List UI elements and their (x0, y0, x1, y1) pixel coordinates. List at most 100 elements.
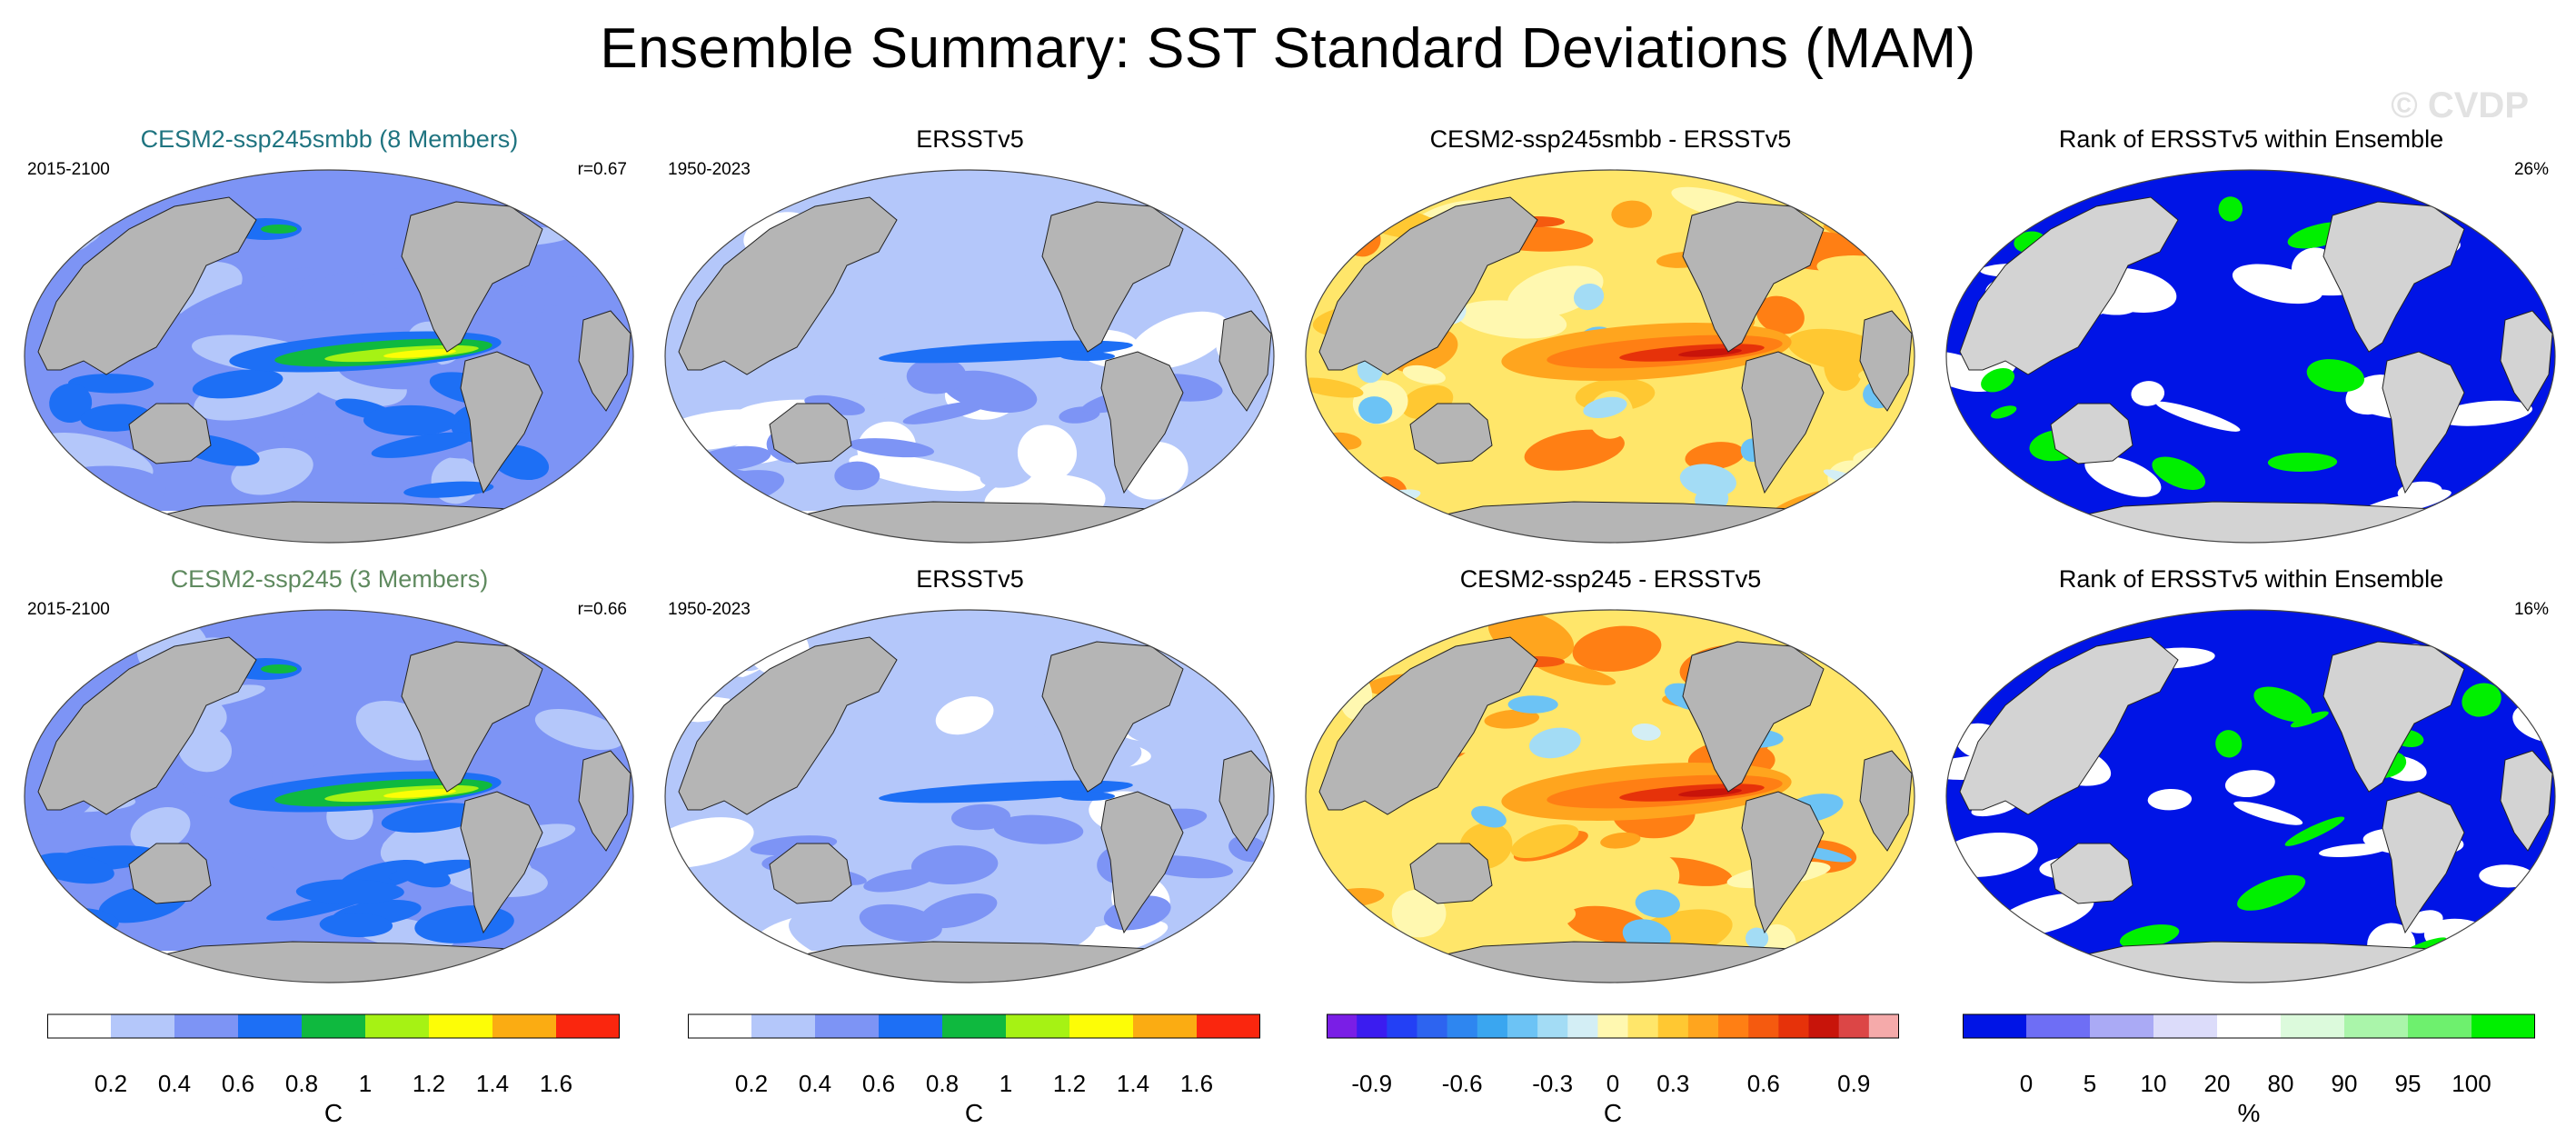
africa-landmass (1218, 750, 1272, 852)
colorbar-tick-label: 0.2 (734, 1070, 769, 1097)
panel-correlation: r=0.67 (577, 160, 627, 179)
sst-patch (363, 404, 459, 436)
australia-landmass (1409, 843, 1493, 904)
sst-patch (68, 374, 154, 394)
sst-patch (396, 863, 451, 888)
sst-patch (499, 793, 628, 854)
colorbar-swatch (1357, 1014, 1387, 1038)
panel-r1c1: CESM2-ssp245smbb (8 Members) 2015-2100 r… (9, 125, 650, 553)
colorbar-swatch (556, 1014, 620, 1038)
colorbar-tick-label: 95 (2394, 1070, 2422, 1097)
diff-patch (1529, 727, 1581, 759)
australia-landmass (769, 403, 852, 464)
map-outline (1305, 609, 1915, 983)
diff-patch (1328, 458, 1359, 498)
colorbar-tick-label: 0.9 (1837, 1070, 1871, 1097)
colorbar-tick-label: 0.3 (1656, 1070, 1690, 1097)
asia-landmass (1959, 636, 2179, 815)
colorbar-difference: C -0.9 -0.6 -0.3 0 0.3 0.6 0.9 (1327, 1013, 1899, 1127)
panel-r2c1: CESM2-ssp245 (3 Members) 2015-2100 r=0.6… (9, 565, 650, 993)
map-model-std (24, 169, 634, 544)
colorbar-frame (1963, 1013, 2535, 1039)
colorbar-frame (1327, 1013, 1899, 1039)
colorbar-swatch (1687, 1014, 1719, 1038)
sst-patch (1017, 424, 1078, 482)
colorbar-tick-label: 0.4 (157, 1070, 192, 1097)
rank-patch (2215, 730, 2243, 758)
rank-patch (2267, 453, 2338, 472)
sst-patch (178, 267, 314, 320)
asia-landmass (1959, 196, 2179, 375)
diff-patch (1510, 824, 1579, 859)
colorbar-swatch (1597, 1014, 1629, 1038)
diff-patch (1866, 923, 1903, 946)
south-america-landmass (1741, 791, 1825, 934)
sst-patch (177, 725, 233, 773)
colorbar-swatches (688, 1013, 1260, 1039)
enso-tongue (1060, 352, 1115, 361)
map-obs-std (664, 609, 1275, 983)
colorbar-swatch (2026, 1014, 2091, 1038)
rank-patch (2306, 359, 2365, 393)
diff-patch (1572, 625, 1662, 672)
panel-title: ERSSTv5 (916, 125, 1024, 153)
rank-patch (2233, 801, 2303, 825)
map-field (25, 170, 633, 543)
rank-patch (2479, 864, 2535, 888)
rank-patch (1990, 405, 2017, 419)
south-america-landmass (1741, 351, 1825, 494)
colorbar-rank: % 0 5 10 20 80 90 95 100 (1963, 1013, 2535, 1127)
sst-patch (993, 814, 1084, 844)
colorbar-swatch (1808, 1014, 1840, 1038)
colorbar-tick-label: 100 (2452, 1070, 2491, 1097)
rank-patch (2435, 400, 2533, 426)
colorbar-swatch (1387, 1014, 1417, 1038)
colorbar-swatch (365, 1014, 430, 1038)
rank-patch (1981, 368, 2015, 393)
enso-tongue (1060, 792, 1115, 801)
enso-tongue (383, 349, 456, 358)
colorbar-tick-label: 1.6 (539, 1070, 573, 1097)
kuroshio-band (261, 664, 297, 674)
sst-patch (859, 903, 942, 943)
colorbar-tick-label: 0 (1606, 1070, 1620, 1097)
sst-patch (849, 454, 986, 492)
panel-r1c2: ERSSTv5 1950-2023 (650, 125, 1290, 553)
rank-patch (2525, 181, 2555, 205)
rank-patch (2319, 844, 2388, 858)
colorbar-swatch (1133, 1014, 1198, 1038)
diff-patch (1583, 396, 1627, 418)
rank-patch (1971, 799, 2018, 817)
colorbar-swatch (1477, 1014, 1508, 1038)
colorbar-unit: C (323, 1099, 343, 1127)
colorbar-swatch (1627, 1014, 1659, 1038)
colorbar-tick-label: 1.4 (475, 1070, 510, 1097)
australia-landmass (2050, 403, 2133, 464)
colorbar-tick-label: 0.6 (221, 1070, 255, 1097)
colorbar-frame (47, 1013, 620, 1039)
diff-patch (1633, 853, 1680, 899)
panel-title: Rank of ERSSTv5 within Ensemble (2058, 125, 2444, 153)
colorbar-model-std: C 0.2 0.4 0.6 0.8 1 1.2 1.4 1.6 (47, 1013, 620, 1127)
enso-tongue (879, 780, 1133, 804)
australia-landmass (1409, 403, 1493, 464)
cvdp-watermark: © CVDP (2391, 85, 2529, 125)
colorbar-swatch (1718, 1014, 1749, 1038)
south-america-landmass (460, 351, 543, 494)
rank-patch (2152, 456, 2206, 490)
south-america-landmass (1100, 351, 1184, 494)
panel-title: ERSSTv5 (916, 565, 1024, 593)
sst-patch (130, 807, 191, 852)
south-america-landmass (1100, 791, 1184, 934)
australia-landmass (2050, 843, 2133, 904)
colorbar-tick-label: -0.9 (1351, 1070, 1393, 1097)
panel-correlation: r=0.66 (577, 600, 627, 619)
colorbar-tick-label: 20 (2203, 1070, 2231, 1097)
diff-patch (1635, 889, 1680, 918)
colorbar-swatch (47, 1014, 112, 1038)
asia-landmass (678, 196, 898, 375)
colorbar-swatch (1963, 1014, 2027, 1038)
colorbar-tick-label: 1.6 (1179, 1070, 1214, 1097)
colorbar-tick-label: 0.8 (925, 1070, 960, 1097)
colorbar-tick-label: 0.4 (798, 1070, 832, 1097)
